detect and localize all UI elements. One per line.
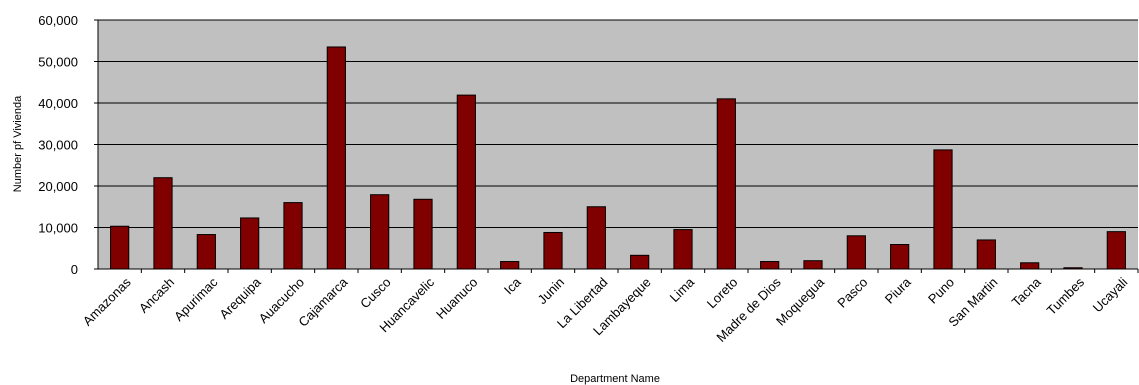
- bar-loreto: [716, 98, 736, 270]
- bar-ancash: [153, 177, 173, 270]
- y-tick-label: 60,000: [38, 13, 78, 28]
- x-tick-label: Moquegua: [773, 274, 828, 329]
- bar-puno: [933, 149, 953, 270]
- y-tick-label: 20,000: [38, 179, 78, 194]
- y-tick-label: 10,000: [38, 221, 78, 236]
- x-tick-label: Loreto: [704, 275, 741, 312]
- x-tick-label: Huanuco: [433, 275, 480, 322]
- bar-tacna: [1020, 262, 1040, 270]
- bar-pasco: [846, 235, 866, 270]
- x-tick-labels: Amazonas AncashApurimacArequipaAuacuchoCa…: [80, 269, 1139, 345]
- x-tick-label: Tumbes: [1044, 274, 1088, 318]
- x-tick-label: Junin: [535, 275, 568, 308]
- y-tick-label: 30,000: [38, 138, 78, 153]
- bar-auacucho: [283, 202, 303, 270]
- bar-cusco: [370, 194, 390, 270]
- bar-ucayali: [1106, 231, 1126, 270]
- x-tick-label: Piura: [882, 274, 915, 307]
- x-axis-title: Department Name: [570, 373, 660, 385]
- x-tick-label: Puno: [925, 275, 957, 307]
- x-tick-label: Lima: [667, 274, 698, 305]
- bar-ica: [500, 261, 520, 270]
- bar-junin: [543, 231, 563, 270]
- x-tick-label: Tacna: [1009, 274, 1045, 310]
- gridlines: [98, 19, 1138, 228]
- y-tick-label: 0: [71, 262, 78, 277]
- x-tick-label: Ancash: [136, 275, 177, 316]
- bar-madre-de-dios: [760, 261, 780, 270]
- y-tick-label: 50,000: [38, 55, 78, 70]
- bar-piura: [890, 244, 910, 270]
- x-tick-label: Ucayali: [1090, 274, 1131, 315]
- x-tick-label: Pasco: [834, 275, 870, 311]
- bar-san-martin: [976, 239, 996, 270]
- bars: [110, 46, 1126, 270]
- x-tick-label: Amazonas: [80, 274, 134, 328]
- bar-la-libertad: [586, 206, 606, 270]
- bar-lima: [673, 229, 693, 270]
- y-tick-labels: 0 10,000 20,000 30,000 40,000 50,000 60,000: [38, 13, 98, 277]
- bar-lambayeque: [630, 254, 650, 270]
- x-tick-label: Cusco: [357, 275, 394, 312]
- bar-apurimac: [196, 234, 216, 270]
- y-axis-title: Number pf Vivienda: [12, 95, 24, 192]
- bar-arequipa: [240, 217, 260, 270]
- bar-huancavelic: [413, 198, 433, 270]
- bar-amazonas: [110, 225, 130, 270]
- x-tick-label: Ica: [501, 274, 524, 297]
- y-tick-label: 40,000: [38, 96, 78, 111]
- bar-moquegua: [803, 260, 823, 270]
- bar-cajamarca: [326, 46, 346, 270]
- x-tick-label: Apurimac: [171, 274, 221, 324]
- bar-huanuco: [456, 94, 476, 270]
